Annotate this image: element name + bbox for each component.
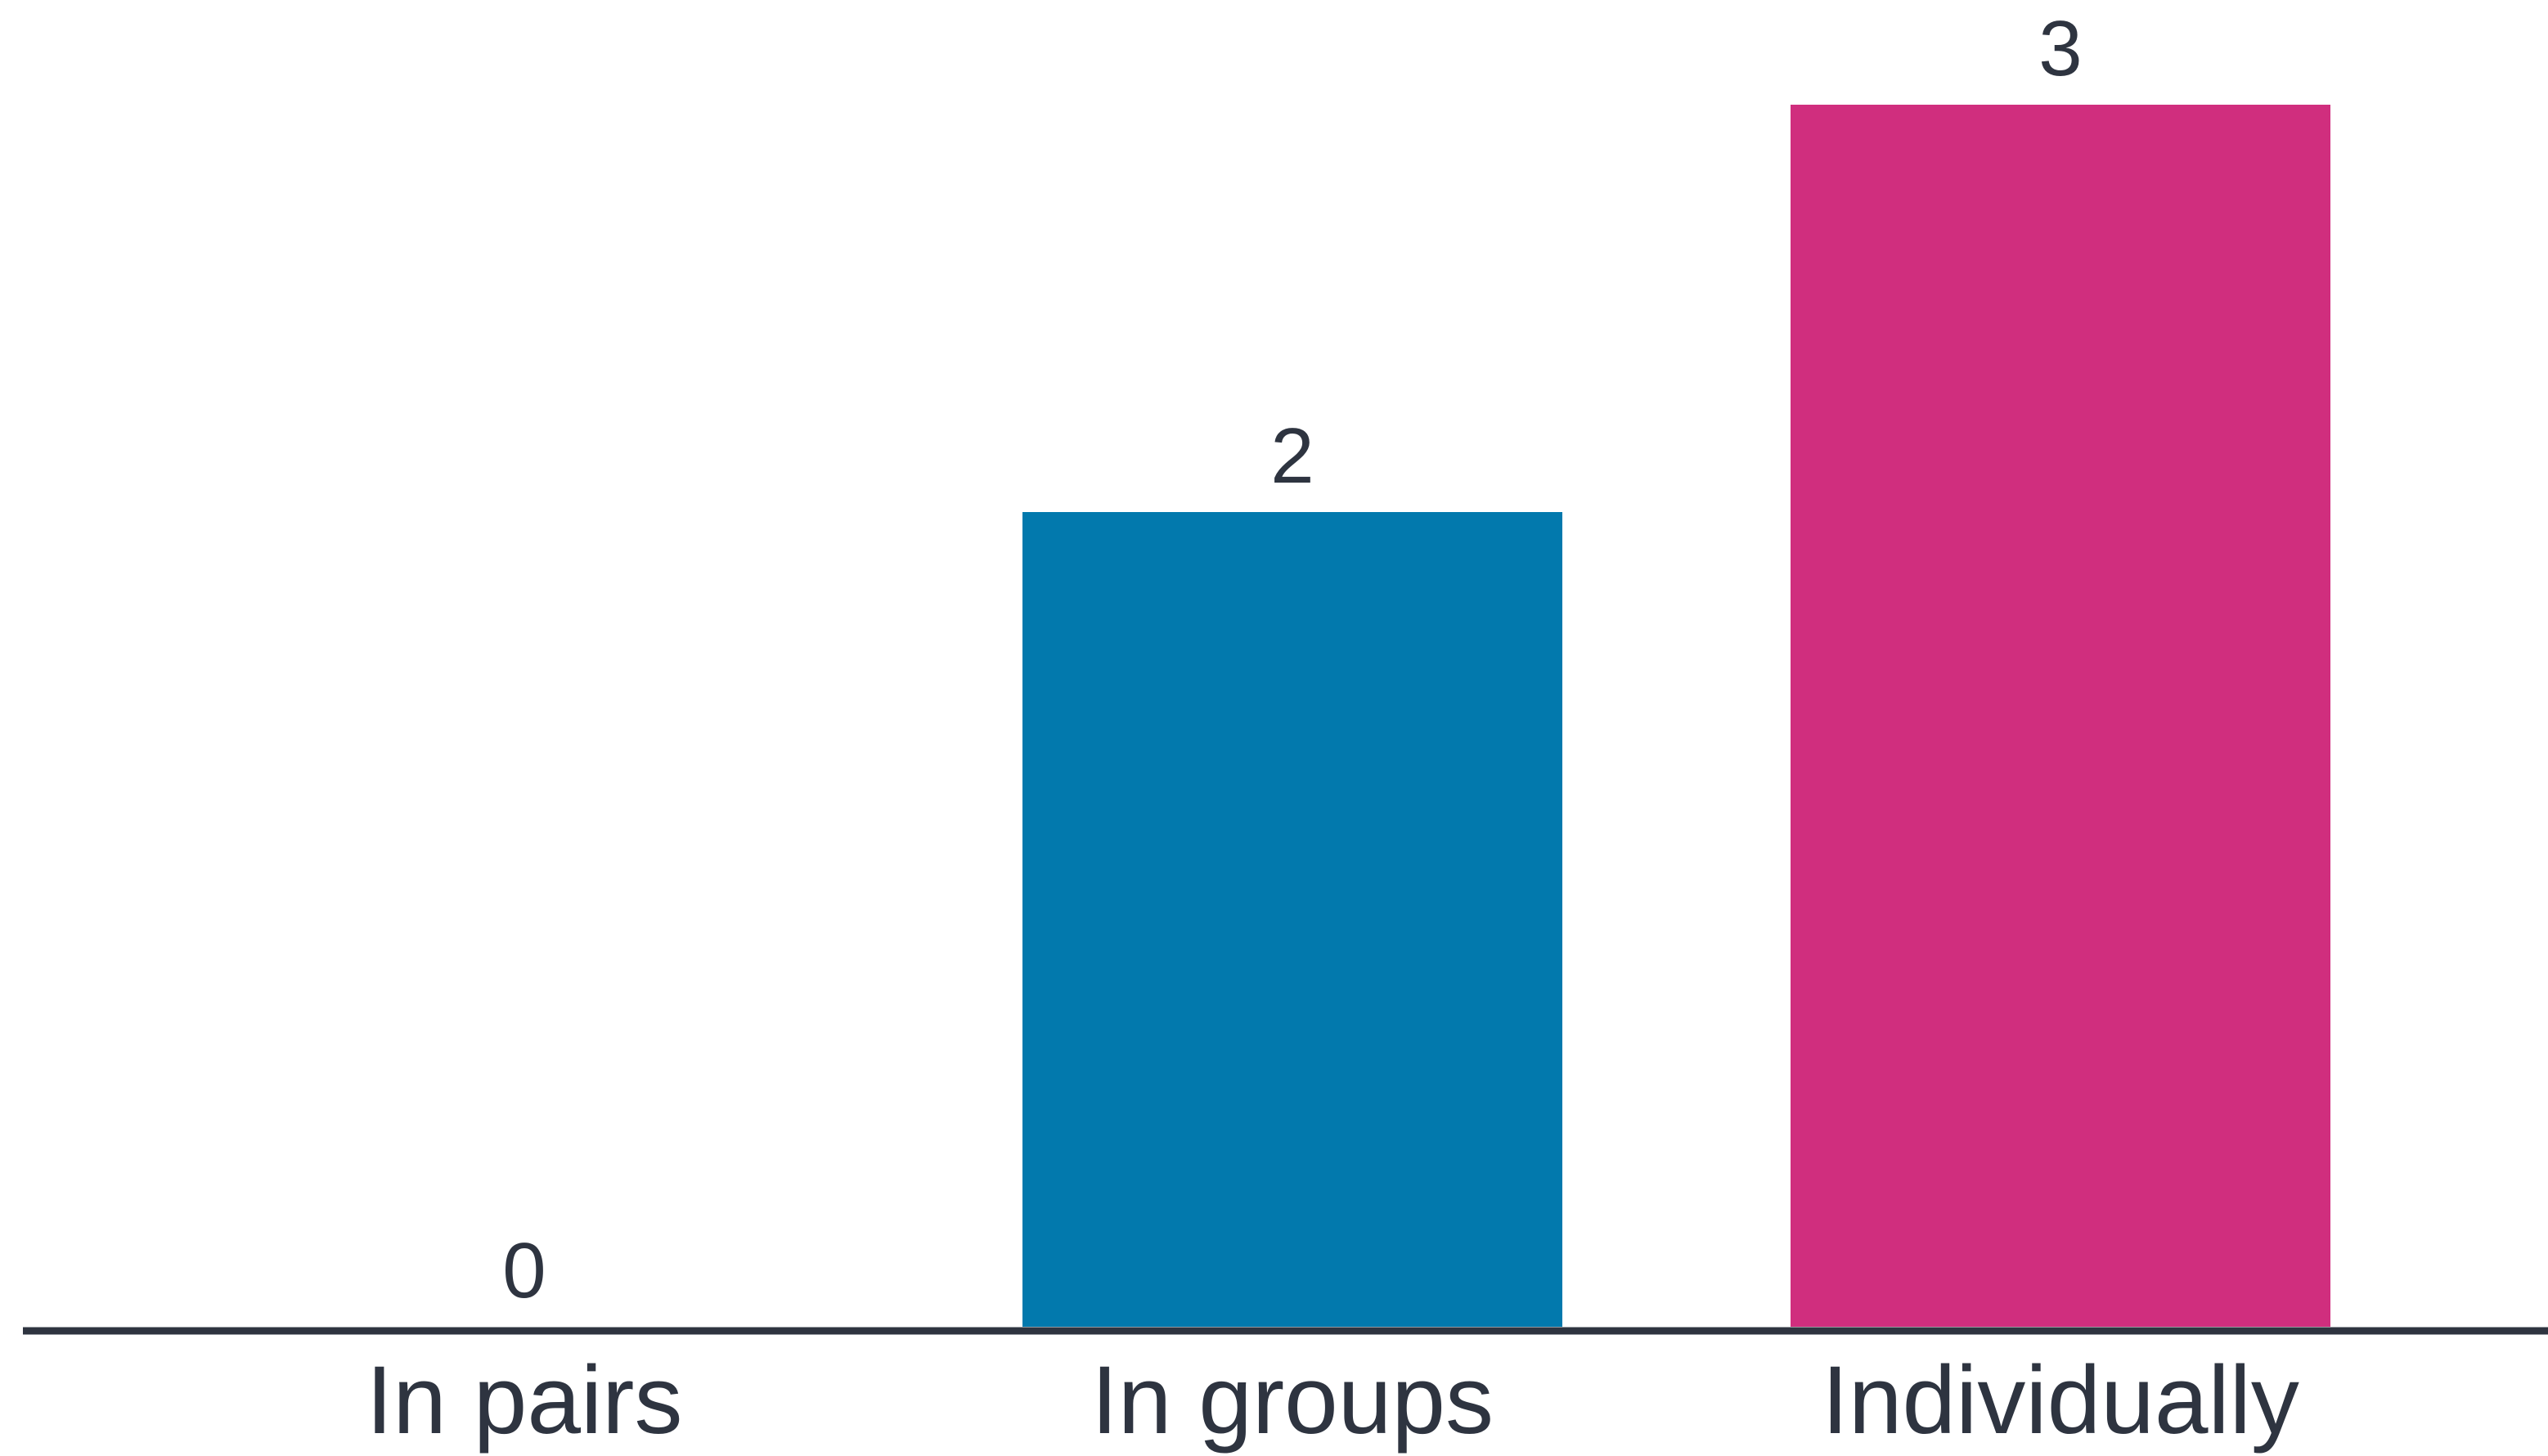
x-tick-label-individually: Individually xyxy=(1822,1346,2299,1454)
value-label-individually: 3 xyxy=(2038,5,2082,92)
bars-group xyxy=(1022,105,2330,1327)
bar-in-groups xyxy=(1022,512,1562,1327)
x-tick-labels-group: In pairs In groups Individually xyxy=(366,1346,2299,1454)
value-labels-group: 0 2 3 xyxy=(502,5,2082,1314)
bar-individually xyxy=(1791,105,2330,1327)
x-tick-label-in-pairs: In pairs xyxy=(366,1346,683,1454)
value-label-in-groups: 2 xyxy=(1270,412,1314,500)
value-label-in-pairs: 0 xyxy=(502,1227,546,1314)
x-tick-label-in-groups: In groups xyxy=(1091,1346,1494,1454)
